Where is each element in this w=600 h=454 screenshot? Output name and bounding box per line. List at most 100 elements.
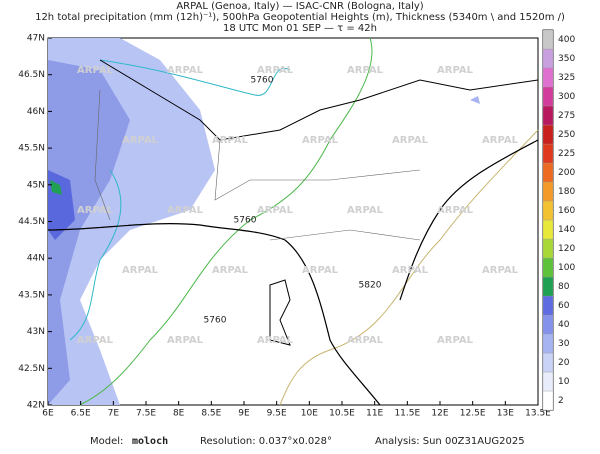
lon-label: 6E [42, 409, 54, 419]
lat-label: 46.5N [18, 70, 45, 80]
watermark: ARPAL [302, 135, 339, 146]
lon-label: 9E [238, 409, 250, 419]
colorbar-label: 300 [558, 92, 575, 102]
watermark: ARPAL [302, 265, 339, 276]
colorbar-swatch [542, 257, 554, 278]
colorbar-swatch [542, 295, 554, 316]
lon-label: 6.5E [71, 409, 91, 419]
colorbar-label: 180 [558, 187, 575, 197]
contour-label: 5820 [359, 281, 382, 291]
map [47, 37, 539, 406]
colorbar-swatch [542, 219, 554, 240]
coastline [47, 223, 381, 406]
lon-label: 12E [431, 409, 448, 419]
lat-label: 46N [27, 107, 45, 117]
watermark: ARPAL [482, 265, 519, 276]
colorbar-label: 60 [558, 301, 570, 311]
precip-area [50, 180, 62, 195]
lon-label: 11E [366, 409, 383, 419]
lon-label: 12.5E [460, 409, 486, 419]
colorbar-swatch [542, 29, 554, 50]
island [269, 279, 291, 346]
colorbar-label: 325 [558, 73, 575, 83]
watermark: ARPAL [212, 265, 249, 276]
watermark: ARPAL [437, 205, 474, 216]
colorbar-label: 140 [558, 225, 575, 235]
colorbar-label: 275 [558, 111, 575, 121]
colorbar-swatch [542, 181, 554, 202]
colorbar-swatch [542, 162, 554, 183]
colorbar-label: 2 [558, 396, 564, 406]
precip-area [48, 60, 130, 405]
watermark: ARPAL [257, 205, 294, 216]
colorbar-swatch [542, 314, 554, 335]
colorbar-label: 10 [558, 377, 570, 387]
watermark: ARPAL [347, 335, 384, 346]
watermark: ARPAL [437, 65, 474, 76]
lon-label: 8.5E [201, 409, 221, 419]
footer-analysis: Analysis: Sun 00Z31AUG2025 [375, 436, 525, 447]
lon-label: 11.5E [394, 409, 420, 419]
watermark: ARPAL [167, 65, 204, 76]
contour [99, 59, 291, 96]
colorbar-label: 20 [558, 358, 570, 368]
watermark: ARPAL [167, 335, 204, 346]
watermark: ARPAL [392, 135, 429, 146]
colorbar-label: 350 [558, 54, 575, 64]
colorbar-swatch [542, 276, 554, 297]
colorbar-label: 225 [558, 149, 575, 159]
colorbar-swatch [542, 390, 554, 411]
lat-label: 43N [27, 327, 45, 337]
title-line: 18 UTC Mon 01 SEP — τ = 42h [223, 23, 377, 34]
colorbar-label: 30 [558, 339, 570, 349]
colorbar-label: 100 [558, 263, 575, 273]
lon-label: 10.5E [329, 409, 355, 419]
colorbar-swatch [542, 105, 554, 126]
watermark: ARPAL [77, 205, 114, 216]
lat-label: 44N [27, 254, 45, 264]
colorbar-label: 120 [558, 244, 575, 254]
coastline [399, 139, 539, 301]
contour-label: 5760 [234, 216, 257, 226]
colorbar-label: 40 [558, 320, 570, 330]
watermark: ARPAL [347, 205, 384, 216]
lat-label: 42.5N [18, 364, 45, 374]
lon-label: 8E [173, 409, 185, 419]
colorbar-swatch [542, 86, 554, 107]
footer-resolution: Resolution: 0.037°x0.028° [200, 436, 332, 447]
colorbar-swatch [542, 124, 554, 145]
watermark: ARPAL [437, 335, 474, 346]
lon-label: 10E [301, 409, 318, 419]
lon-label: 7.5E [136, 409, 156, 419]
colorbar-swatch [542, 48, 554, 69]
colorbar-swatch [542, 143, 554, 164]
colorbar-label: 80 [558, 282, 570, 292]
colorbar-label: 200 [558, 168, 575, 178]
lat-label: 42N [27, 401, 45, 411]
colorbar-label: 400 [558, 35, 575, 45]
watermark: ARPAL [167, 205, 204, 216]
precip-area [470, 96, 480, 104]
watermark: ARPAL [482, 135, 519, 146]
watermark: ARPAL [77, 65, 114, 76]
watermark: ARPAL [212, 135, 249, 146]
title-line: 12h total precipitation (mm (12h)⁻¹), 50… [35, 12, 565, 23]
lon-label: 7E [108, 409, 120, 419]
title-line: ARPAL (Genoa, Italy) — ISAC-CNR (Bologna… [176, 1, 423, 12]
colorbar-swatch [542, 352, 554, 373]
contour-label: 5760 [251, 76, 274, 86]
lat-label: 45.5N [18, 144, 45, 154]
lat-label: 44.5N [18, 217, 45, 227]
lon-label: 13E [497, 409, 514, 419]
lat-label: 47N [27, 34, 45, 44]
lon-label: 9.5E [267, 409, 287, 419]
lon-label: 13.5E [525, 409, 551, 419]
colorbar-swatch [542, 333, 554, 354]
colorbar-swatch [542, 200, 554, 221]
contour-label: 5760 [204, 316, 227, 326]
contour [69, 169, 122, 341]
contour [79, 37, 373, 406]
watermark: ARPAL [257, 335, 294, 346]
lat-label: 45N [27, 180, 45, 190]
